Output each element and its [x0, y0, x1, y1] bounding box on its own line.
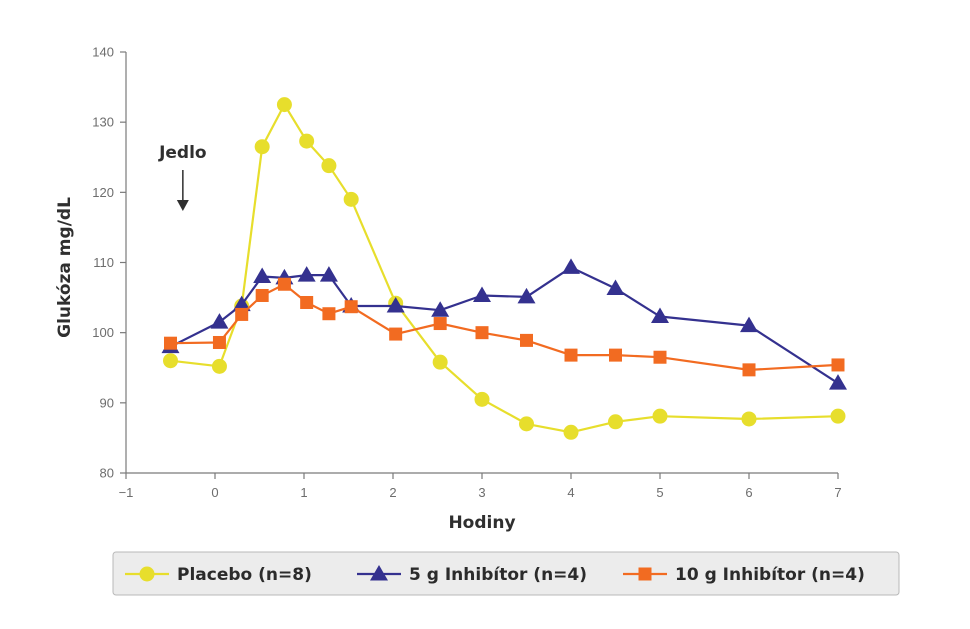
- legend-marker: [638, 567, 652, 581]
- data-point: [741, 411, 757, 427]
- data-point: [651, 307, 669, 324]
- data-point: [829, 374, 847, 390]
- data-point: [473, 286, 491, 302]
- legend-item: 5 g Inhibítor (n=4): [357, 565, 587, 585]
- data-point: [475, 326, 489, 340]
- data-point: [389, 327, 403, 341]
- data-point: [830, 408, 846, 424]
- data-point: [831, 358, 845, 372]
- y-tick-label: 90: [100, 395, 114, 410]
- x-tick-label: 2: [389, 485, 396, 500]
- meal-annotation: Jedlo: [158, 143, 207, 211]
- data-point: [563, 424, 579, 440]
- series-line: [170, 103, 839, 434]
- data-point: [211, 358, 227, 374]
- data-point: [653, 350, 667, 364]
- series-layer: [161, 97, 847, 440]
- legend-label: 10 g Inhibítor (n=4): [675, 565, 865, 585]
- x-axis-ticks: −1 0 1 2 3 4 5 6 7: [119, 473, 842, 500]
- legend-box: [112, 551, 900, 596]
- data-point: [343, 191, 359, 207]
- data-point: [609, 348, 622, 362]
- data-point: [276, 97, 292, 113]
- data-point: [564, 348, 578, 362]
- data-point: [277, 277, 291, 291]
- data-point: [322, 307, 336, 321]
- data-point: [606, 279, 625, 295]
- y-tick-label: 140: [92, 45, 114, 60]
- arrow-head-icon: [176, 200, 189, 211]
- data-point: [520, 333, 533, 347]
- series-placebo: [163, 97, 846, 440]
- y-tick-label: 130: [92, 115, 114, 130]
- data-point: [431, 301, 450, 317]
- y-axis-title: Glukóza mg/dL: [55, 197, 75, 338]
- data-point: [652, 408, 668, 424]
- data-point: [742, 363, 756, 377]
- data-point: [517, 287, 536, 304]
- y-tick-label: 110: [93, 255, 114, 270]
- data-point: [210, 313, 229, 329]
- data-point: [319, 266, 338, 282]
- data-point: [386, 297, 405, 313]
- data-point: [212, 335, 226, 349]
- x-tick-label: 1: [300, 485, 307, 500]
- legend-label: Placebo (n=8): [177, 565, 312, 585]
- data-point: [562, 258, 580, 274]
- legend-marker: [370, 565, 388, 581]
- data-point: [255, 288, 269, 302]
- legend-marker: [139, 566, 155, 582]
- y-axis-ticks: 80 90 100 110 120 130 140: [92, 45, 126, 481]
- meal-annotation-label: Jedlo: [158, 143, 207, 163]
- x-tick-label: 7: [834, 485, 841, 500]
- legend-label: 5 g Inhibítor (n=4): [409, 565, 587, 585]
- data-point: [321, 158, 337, 174]
- data-point: [164, 336, 177, 350]
- legend-items: Placebo (n=8) 5 g Inhibítor (n=4) 10 g Inh…: [125, 565, 865, 585]
- series-line: [170, 266, 839, 385]
- data-point: [235, 307, 249, 321]
- data-point: [608, 414, 623, 430]
- data-point: [232, 295, 251, 312]
- y-tick-label: 120: [92, 185, 114, 200]
- data-point: [299, 133, 315, 149]
- data-point: [519, 416, 534, 432]
- data-point: [300, 295, 314, 309]
- data-point: [474, 391, 490, 407]
- series-10g-inhibitor: [164, 277, 845, 377]
- legend-item: Placebo (n=8): [125, 565, 312, 585]
- x-tick-label: −1: [119, 485, 134, 500]
- legend-item: 10 g Inhibítor (n=4): [623, 565, 865, 585]
- data-point: [344, 300, 358, 314]
- data-point: [433, 317, 447, 331]
- data-point: [253, 267, 272, 284]
- x-tick-label: 4: [567, 485, 574, 500]
- data-point: [254, 139, 270, 155]
- x-tick-label: 6: [745, 485, 752, 500]
- x-axis-title: Hodiny: [448, 513, 515, 533]
- data-point: [297, 266, 316, 282]
- y-tick-label: 100: [92, 325, 114, 340]
- y-tick-label: 80: [100, 466, 114, 481]
- data-point: [163, 353, 178, 369]
- data-point: [432, 354, 448, 370]
- x-tick-label: 0: [211, 485, 218, 500]
- legend: Placebo (n=8) 5 g Inhibítor (n=4) 10 g Inh…: [112, 551, 900, 596]
- data-point: [740, 316, 758, 333]
- x-tick-label: 3: [478, 485, 485, 500]
- axes: −1 0 1 2 3 4 5 6 7 80 90 100 110 120 130 140: [92, 45, 841, 501]
- x-tick-label: 5: [656, 485, 663, 500]
